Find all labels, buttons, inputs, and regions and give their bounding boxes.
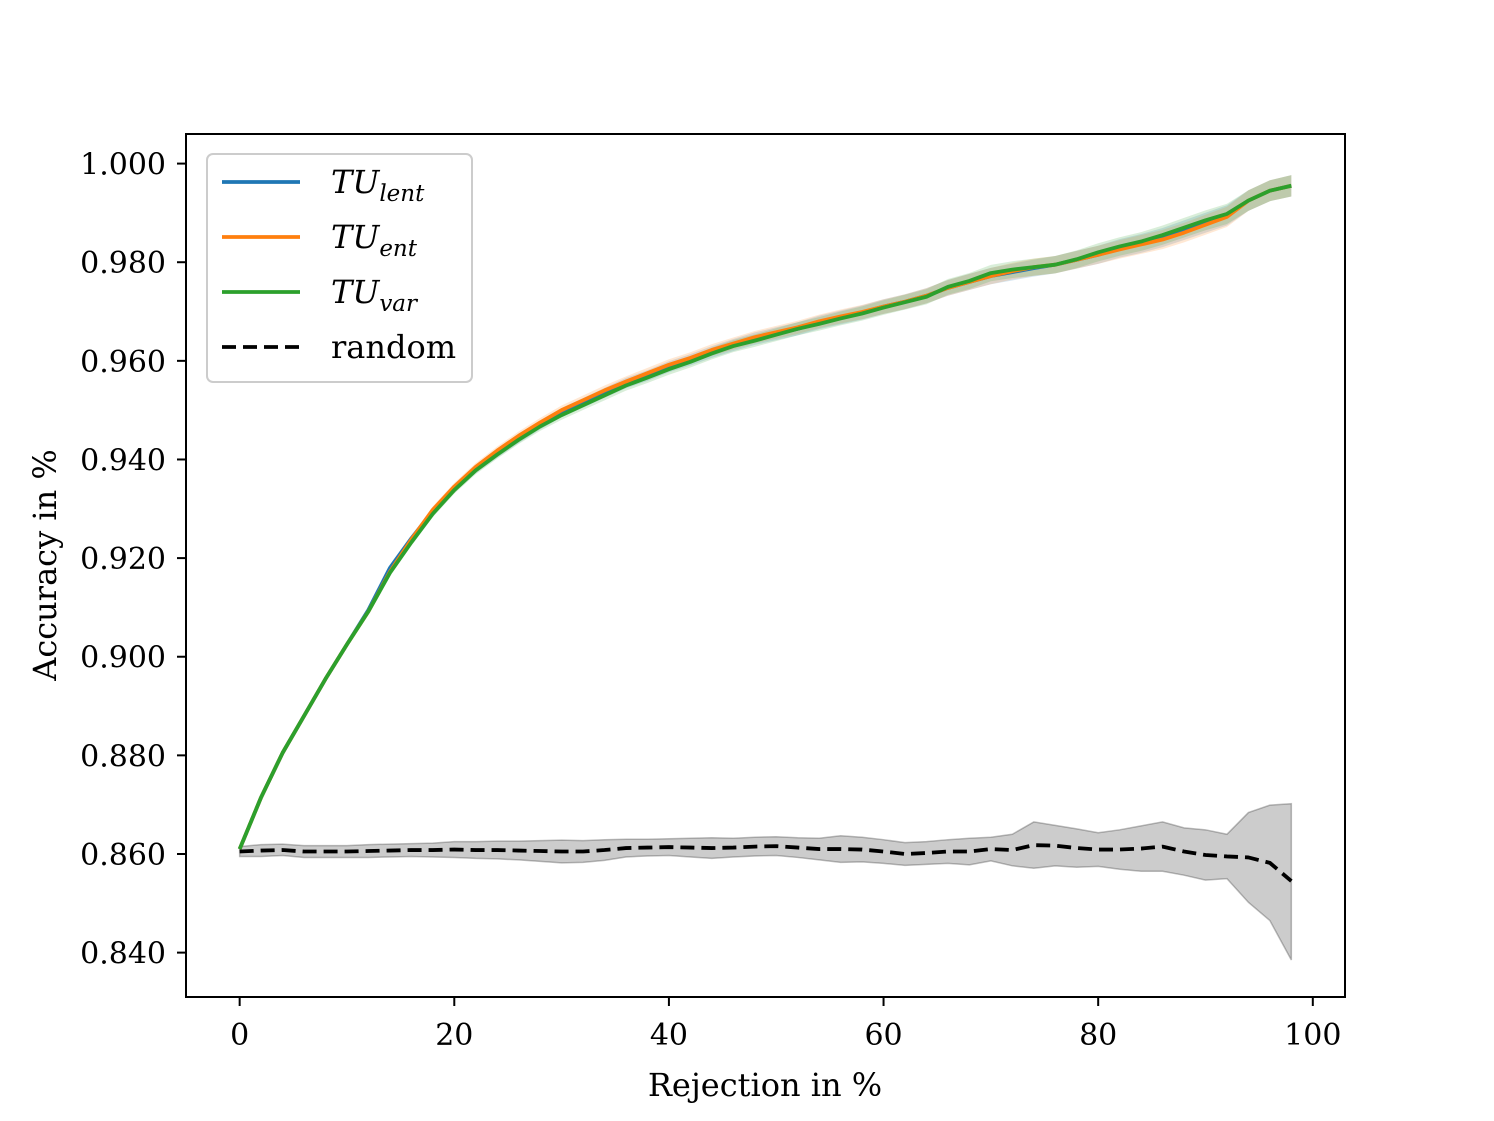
y-tick-label-0.86: 0.860 bbox=[80, 838, 166, 873]
y-tick-label-0.96: 0.960 bbox=[80, 345, 166, 380]
legend-label-TU_var: TUvar bbox=[331, 273, 419, 317]
x-tick-label-60: 60 bbox=[864, 1018, 902, 1053]
y-tick-label-0.9: 0.900 bbox=[80, 641, 166, 676]
legend-box bbox=[206, 153, 473, 383]
x-tick-label-100: 100 bbox=[1284, 1018, 1341, 1053]
series-line-random bbox=[239, 843, 1293, 883]
legend: TUlent TUent TUvar random bbox=[206, 153, 473, 383]
band-layer bbox=[238, 175, 1293, 961]
series-line-TU_var bbox=[237, 183, 1292, 850]
legend-label-random: random bbox=[331, 328, 456, 366]
x-tick-label-80: 80 bbox=[1079, 1018, 1117, 1053]
y-tick-label-0.88: 0.880 bbox=[80, 739, 166, 774]
y-tick-label-0.94: 0.940 bbox=[80, 443, 166, 478]
legend-label-TU_lent: TUlent bbox=[331, 163, 425, 207]
x-axis-label: Rejection in % bbox=[648, 1066, 882, 1104]
axes: 0 20 40 60 80 100 0.840 0.860 0.880 0.900 0.920 0.9… bbox=[80, 133, 1346, 1053]
band-random bbox=[238, 802, 1293, 961]
x-tick-label-20: 20 bbox=[435, 1018, 473, 1053]
x-tick-label-0: 0 bbox=[230, 1018, 249, 1053]
y-tick-label-0.84: 0.840 bbox=[80, 937, 166, 972]
y-tick-label-0.92: 0.920 bbox=[80, 542, 166, 577]
x-tick-label-40: 40 bbox=[650, 1018, 688, 1053]
legend-label-TU_ent: TUent bbox=[331, 218, 418, 262]
y-axis-label: Accuracy in % bbox=[26, 449, 64, 682]
series-lines bbox=[237, 183, 1293, 883]
y-tick-label-1: 1.000 bbox=[80, 148, 166, 183]
plot-frame bbox=[185, 133, 1346, 998]
y-tick-label-0.98: 0.980 bbox=[80, 246, 166, 281]
